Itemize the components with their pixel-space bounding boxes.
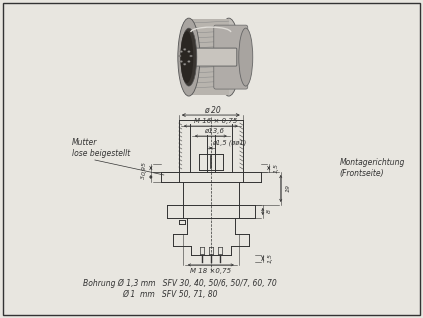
Text: 0,95: 0,95 bbox=[141, 161, 146, 175]
Text: Mutter
lose beigestellt: Mutter lose beigestellt bbox=[72, 138, 130, 158]
Ellipse shape bbox=[178, 18, 200, 96]
Text: ø13,6: ø13,6 bbox=[204, 128, 224, 134]
Text: Bohrung Ø 1,3 mm   SFV 30, 40, 50/6, 50/7, 60, 70: Bohrung Ø 1,3 mm SFV 30, 40, 50/6, 50/7,… bbox=[83, 279, 277, 288]
Text: 1,5: 1,5 bbox=[267, 253, 272, 263]
Ellipse shape bbox=[180, 51, 182, 52]
Text: M 18 ×0,75: M 18 ×0,75 bbox=[190, 268, 231, 274]
Text: Montagerichtung
(Frontseite): Montagerichtung (Frontseite) bbox=[340, 158, 405, 178]
Text: 3: 3 bbox=[141, 175, 146, 179]
Ellipse shape bbox=[188, 51, 190, 52]
Text: 8: 8 bbox=[267, 209, 272, 213]
Ellipse shape bbox=[184, 63, 186, 65]
FancyBboxPatch shape bbox=[214, 25, 248, 89]
Text: ø1,5 (øø1): ø1,5 (øø1) bbox=[212, 140, 246, 146]
Text: ø 20: ø 20 bbox=[204, 106, 221, 114]
Ellipse shape bbox=[190, 55, 192, 57]
Ellipse shape bbox=[184, 49, 186, 50]
Text: 19: 19 bbox=[285, 184, 290, 192]
Text: 1,5: 1,5 bbox=[273, 163, 278, 173]
Ellipse shape bbox=[188, 61, 190, 62]
Ellipse shape bbox=[180, 31, 193, 83]
Ellipse shape bbox=[218, 18, 240, 96]
Ellipse shape bbox=[239, 28, 253, 86]
Ellipse shape bbox=[180, 61, 182, 62]
Text: Ø 1  mm   SFV 50, 71, 80: Ø 1 mm SFV 50, 71, 80 bbox=[122, 290, 217, 299]
FancyBboxPatch shape bbox=[185, 48, 237, 66]
Text: M 16 × 0,75: M 16 × 0,75 bbox=[194, 118, 237, 124]
Ellipse shape bbox=[181, 28, 197, 86]
Polygon shape bbox=[189, 19, 229, 95]
Ellipse shape bbox=[179, 55, 181, 57]
